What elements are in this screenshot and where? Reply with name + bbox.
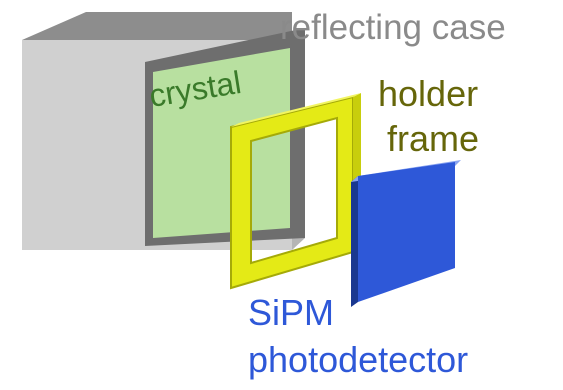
- holder-frame-top: [231, 93, 361, 127]
- holder-frame-label-line1: holder: [378, 73, 479, 114]
- crystal: [153, 48, 290, 238]
- sipm-label-line1: SiPM: [248, 292, 335, 333]
- sipm-label-line2: photodetector: [248, 339, 469, 380]
- holder-frame-label-line2: frame: [387, 118, 480, 159]
- sipm-front: [358, 162, 455, 302]
- sipm-side: [351, 176, 358, 307]
- case-top-face: [22, 12, 292, 40]
- sipm-photodetector: [351, 160, 461, 307]
- reflecting-case-label: reflecting case: [280, 8, 506, 47]
